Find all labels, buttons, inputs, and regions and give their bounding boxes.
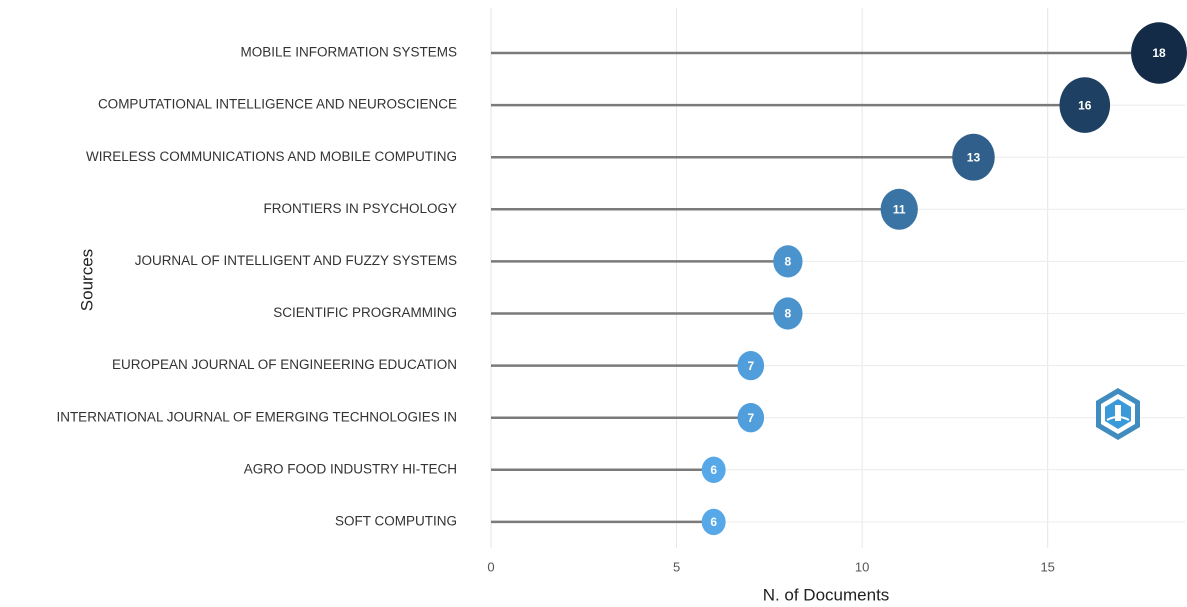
category-label: SOFT COMPUTING [335,513,457,528]
dot [701,456,726,483]
logo [1096,388,1140,440]
value-label: 7 [747,359,754,373]
value-label: 18 [1152,46,1166,60]
value-label: 6 [710,515,717,529]
category-label: COMPUTATIONAL INTELLIGENCE AND NEUROSCIE… [98,97,457,112]
category-label: SCIENTIFIC PROGRAMMING [273,305,457,320]
dot [880,188,918,230]
value-label: 13 [967,150,981,164]
x-tick-label: 15 [1040,559,1054,574]
value-label: 6 [710,463,717,477]
dot [737,350,765,381]
dot [773,297,803,330]
category-label: MOBILE INFORMATION SYSTEMS [240,45,457,60]
dot [952,133,995,181]
category-label: EUROPEAN JOURNAL OF ENGINEERING EDUCATIO… [112,357,457,372]
category-label: INTERNATIONAL JOURNAL OF EMERGING TECHNO… [56,409,457,424]
value-label: 11 [893,202,906,216]
category-label: WIRELESS COMMUNICATIONS AND MOBILE COMPU… [86,149,457,164]
value-label: 7 [747,411,754,425]
value-label: 16 [1078,98,1092,112]
x-tick-label: 10 [855,559,869,574]
category-label: AGRO FOOD INDUSTRY HI-TECH [244,461,457,476]
value-label: 8 [785,255,792,269]
y-axis-title: Sources [77,249,96,311]
dot [737,403,765,433]
dot [701,508,726,536]
value-label: 8 [785,307,792,321]
x-axis-title: N. of Documents [763,585,890,604]
category-label: FRONTIERS IN PSYCHOLOGY [263,201,457,216]
x-tick-label: 0 [487,559,494,574]
dot [773,245,803,278]
dot [1131,22,1187,84]
category-label: JOURNAL OF INTELLIGENT AND FUZZY SYSTEMS [135,253,457,268]
x-tick-label: 5 [673,559,680,574]
dot [1059,77,1111,133]
